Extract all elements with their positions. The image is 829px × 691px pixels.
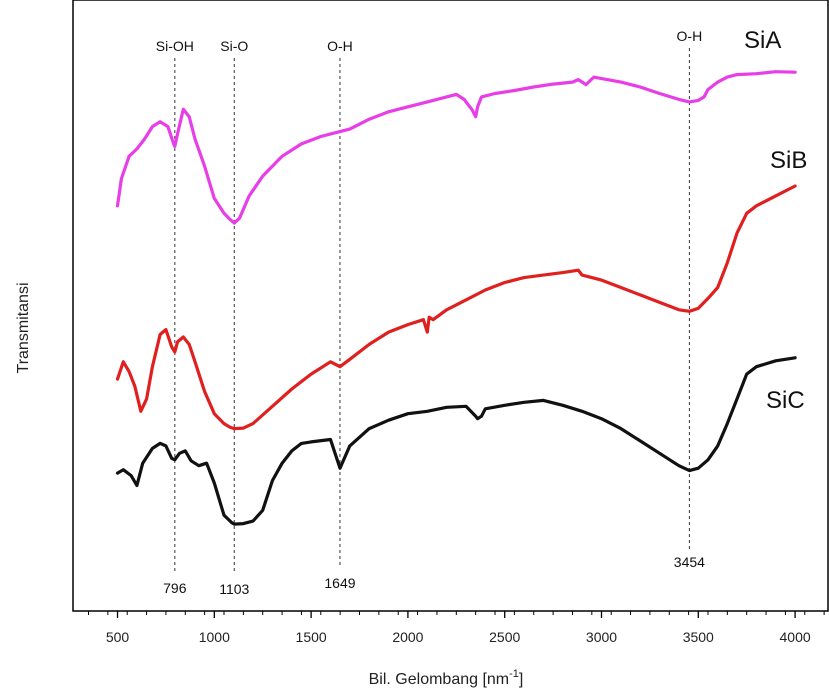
- series-group: [115, 70, 797, 526]
- x-axis-label-suffix: ]: [519, 671, 523, 688]
- x-tick-label: 1500: [296, 629, 327, 645]
- x-tick-label: 1000: [199, 629, 230, 645]
- series-line-sia: [115, 70, 797, 225]
- x-axis-label-sup: -1: [509, 668, 519, 680]
- x-tick-label: 2000: [392, 629, 423, 645]
- x-tick-label: 3000: [586, 629, 617, 645]
- peak-label-top: O-H: [327, 38, 353, 54]
- peak-label-bottom: 3454: [674, 554, 705, 570]
- x-tick-label: 500: [106, 629, 130, 645]
- peak-label-top: O-H: [677, 28, 703, 44]
- annotation-lines: [174, 48, 690, 572]
- peak-label-top: Si-OH: [156, 38, 194, 54]
- series-line-sib: [115, 184, 797, 431]
- series-labels: SiA SiB SiC: [744, 27, 807, 414]
- annotation-labels: Si-OH 796 Si-O 1103 O-H 1649 O-H 3454: [156, 28, 705, 597]
- series-line-sic: [115, 356, 797, 526]
- x-axis-ticks: 500 1000 1500 2000 2500 3000 3500 4000: [87, 611, 825, 645]
- x-tick-label: 2500: [489, 629, 520, 645]
- peak-label-bottom: 1649: [324, 575, 355, 591]
- x-axis-label: Bil. Gelombang [nm-1]: [369, 668, 524, 688]
- peak-label-bottom: 1103: [219, 581, 249, 597]
- series-label-sia: SiA: [744, 27, 781, 54]
- x-tick-label: 4000: [780, 629, 811, 645]
- peak-label-bottom: 796: [163, 580, 187, 596]
- series-label-sib: SiB: [770, 147, 807, 174]
- x-axis-label-main: Bil. Gelombang [nm: [369, 671, 510, 688]
- peak-label-top: Si-O: [220, 38, 248, 54]
- y-axis-label: Transmitansi: [15, 283, 32, 374]
- plot-frame: [72, 0, 829, 612]
- series-label-sic: SiC: [766, 387, 805, 414]
- x-tick-label: 3500: [683, 629, 714, 645]
